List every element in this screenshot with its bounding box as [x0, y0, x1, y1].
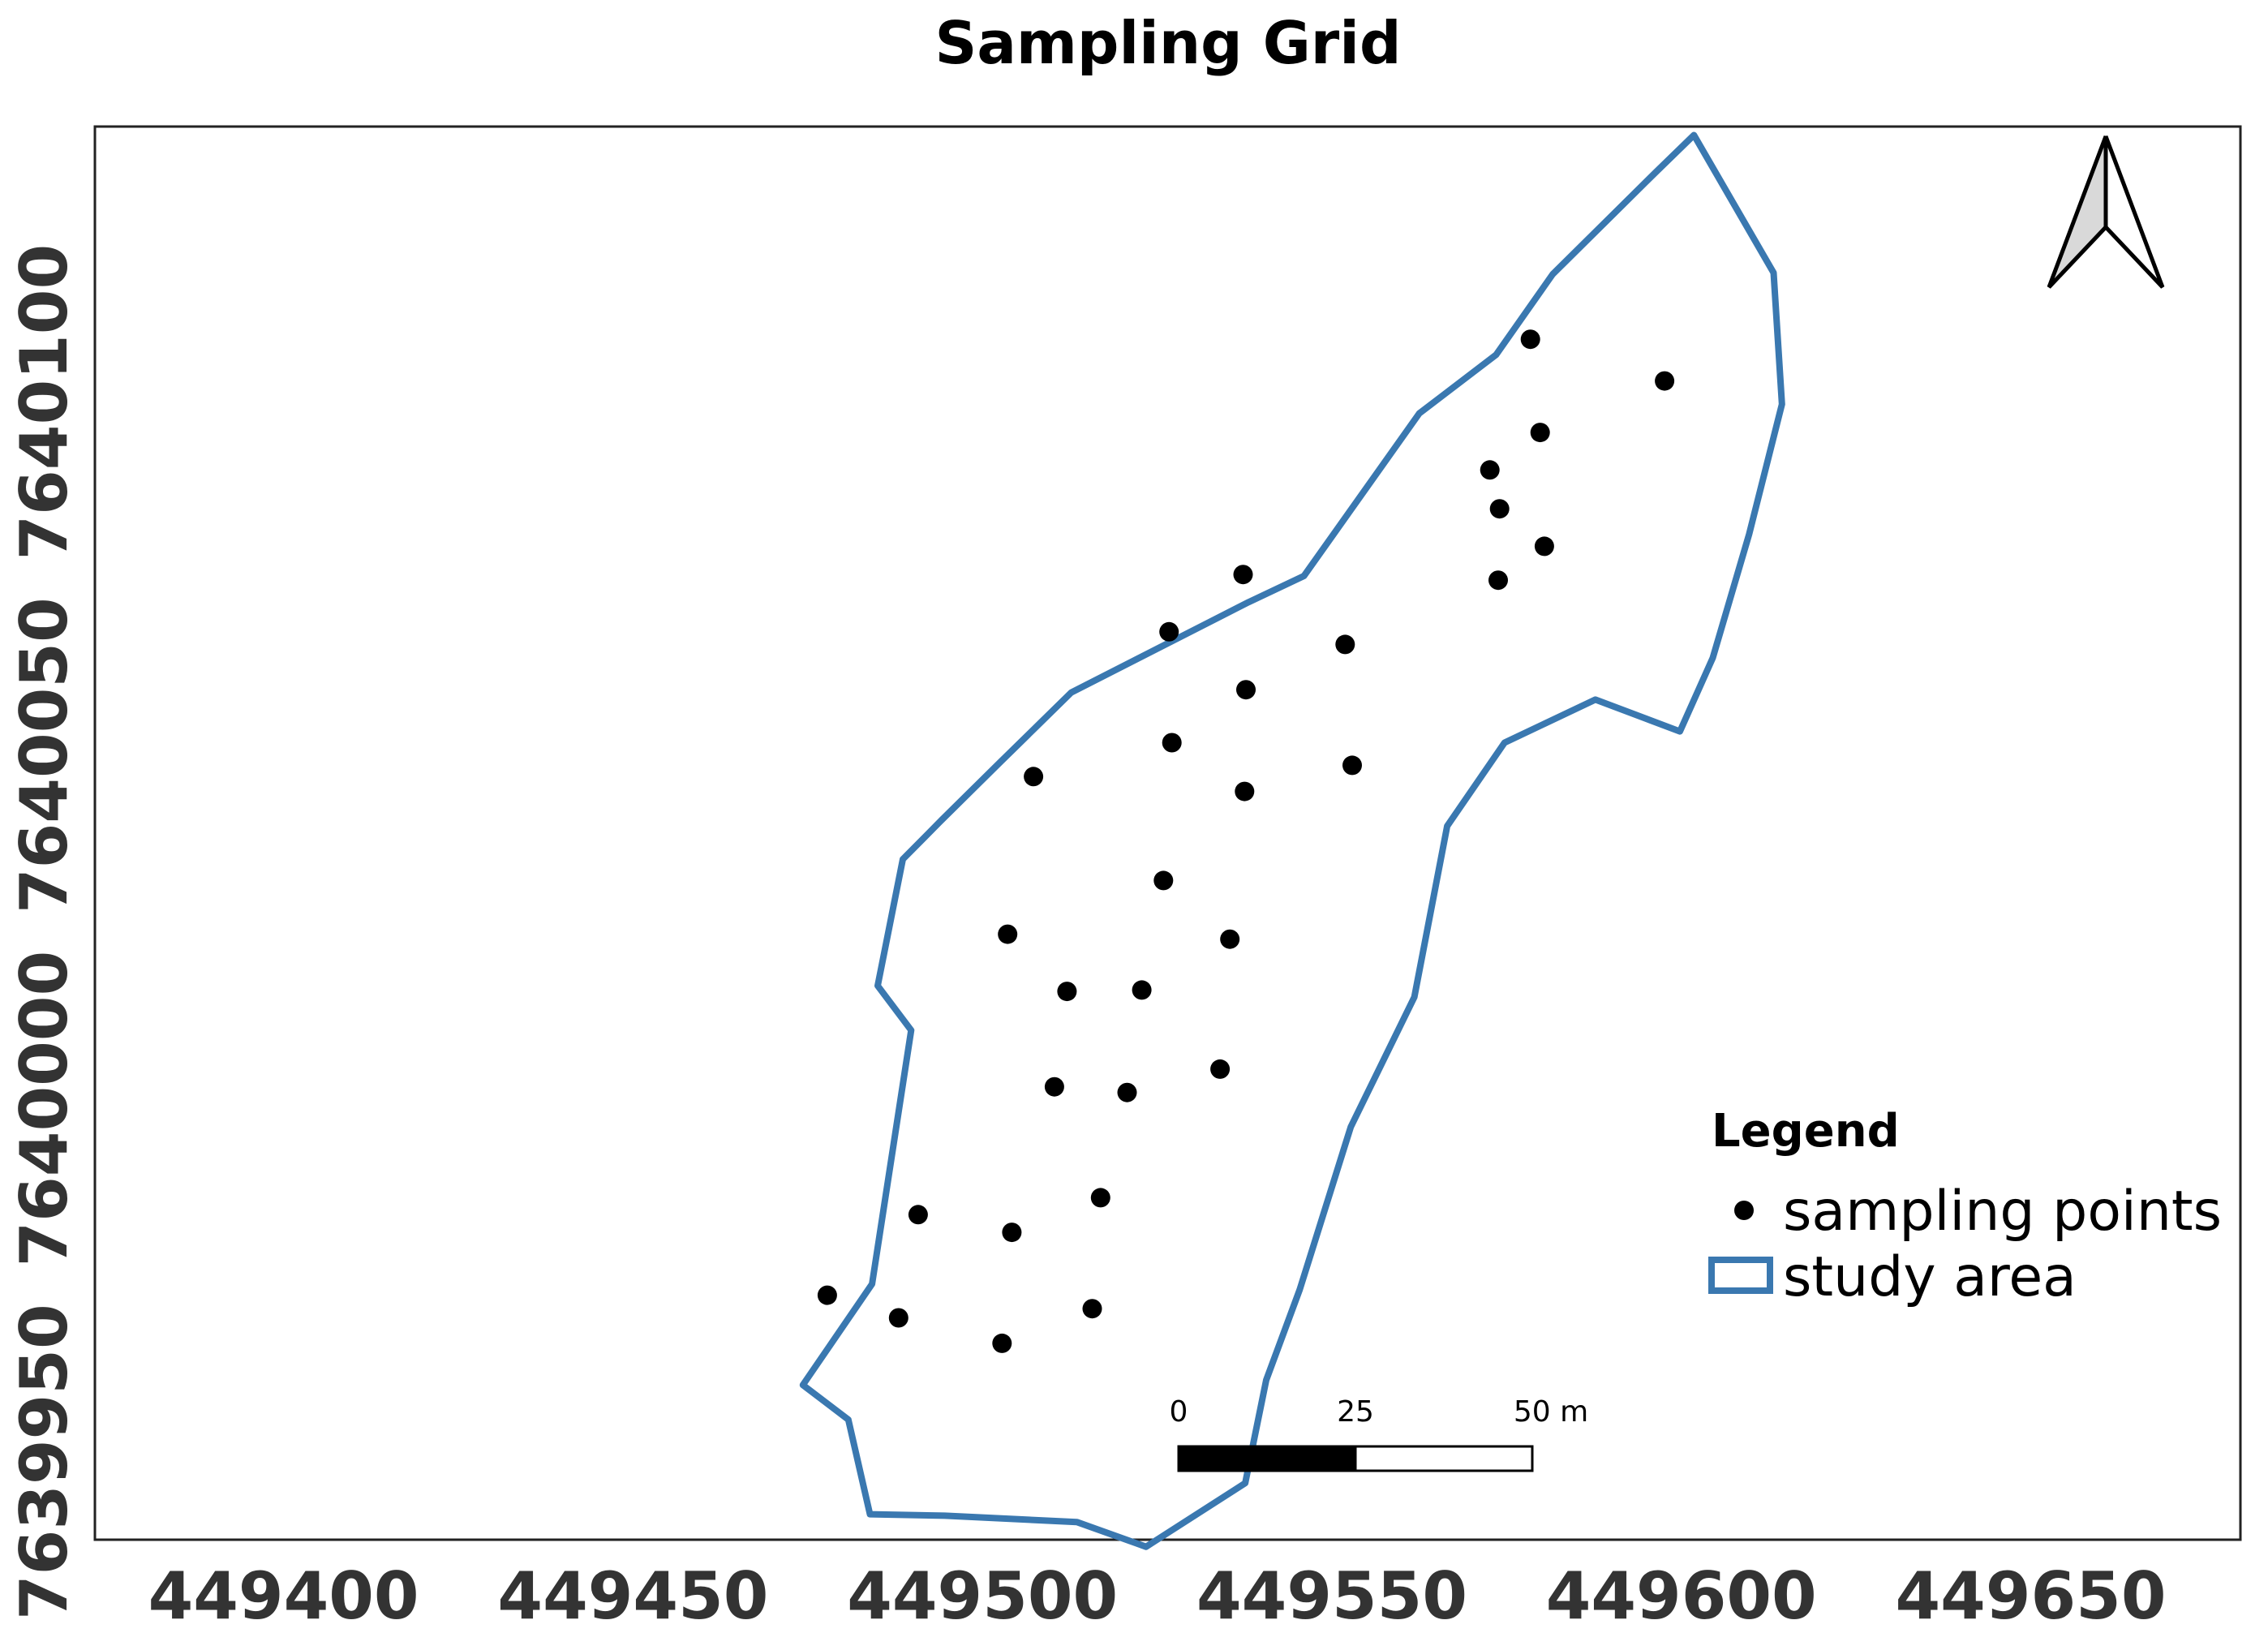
- x-tick-label: 449600: [1546, 1558, 1817, 1633]
- scale-bar-segment-white: [1354, 1445, 1534, 1472]
- sampling-point: [1082, 1299, 1102, 1319]
- sampling-point: [1159, 621, 1179, 642]
- sampling-point: [992, 1333, 1012, 1353]
- scale-bar-label-25: 25: [1337, 1395, 1374, 1429]
- sampling-point: [1090, 1188, 1110, 1208]
- legend: Legend sampling points study area: [1708, 1105, 2222, 1309]
- sampling-point: [1489, 499, 1510, 519]
- sampling-point: [1655, 371, 1675, 391]
- sampling-point: [1210, 1059, 1231, 1079]
- sampling-point: [1520, 329, 1540, 350]
- sampling-points-layer: [817, 329, 1675, 1353]
- y-axis-ticks: 7639950 7640000 7640050 7640100: [6, 244, 82, 1620]
- legend-point-symbol: [1734, 1201, 1754, 1220]
- sampling-point: [1044, 1076, 1064, 1097]
- y-tick-label: 7640100: [6, 244, 82, 561]
- scale-bar-label-50: 50 m: [1514, 1395, 1588, 1429]
- sampling-point: [1153, 870, 1174, 891]
- sampling-point: [1480, 460, 1500, 480]
- sampling-point: [817, 1285, 837, 1305]
- scale-bar-label-0: 0: [1170, 1395, 1188, 1429]
- sampling-point: [1530, 423, 1550, 443]
- sampling-point: [1488, 570, 1508, 591]
- x-tick-label: 449450: [497, 1558, 768, 1633]
- sampling-point: [1002, 1223, 1022, 1243]
- sampling-point: [1335, 634, 1355, 655]
- map-title: Sampling Grid: [934, 9, 1401, 77]
- sampling-point: [1534, 536, 1554, 557]
- sampling-point: [1117, 1082, 1137, 1102]
- legend-polygon-symbol: [1708, 1257, 1773, 1294]
- sampling-point: [1235, 781, 1255, 801]
- scale-bar: 0 25 50 m: [1170, 1395, 1588, 1472]
- x-tick-label: 449550: [1196, 1558, 1467, 1633]
- sampling-point: [1132, 980, 1152, 1000]
- sampling-point: [1220, 929, 1240, 949]
- study-area-layer: [799, 131, 1785, 1550]
- sampling-point: [888, 1308, 908, 1328]
- map-frame: [93, 125, 2242, 1541]
- sampling-point: [998, 924, 1018, 944]
- sampling-point: [908, 1205, 928, 1225]
- north-arrow-icon: [2047, 135, 2165, 289]
- y-tick-label: 7639950: [6, 1304, 82, 1620]
- x-tick-label: 449500: [847, 1558, 1118, 1633]
- y-tick-label: 7640050: [6, 597, 82, 913]
- legend-label-sampling-points: sampling points: [1783, 1180, 2222, 1244]
- x-tick-label: 449400: [148, 1558, 419, 1633]
- study-area-boundary: [799, 131, 1785, 1550]
- sampling-point: [1236, 680, 1256, 700]
- sampling-point: [1162, 733, 1182, 753]
- sampling-point: [1233, 565, 1253, 585]
- x-tick-label: 449650: [1896, 1558, 2167, 1633]
- scale-bar-segment-black: [1177, 1445, 1357, 1472]
- sampling-point: [1342, 755, 1362, 776]
- sampling-point: [1024, 767, 1044, 787]
- y-tick-label: 7640000: [6, 951, 82, 1267]
- legend-title: Legend: [1712, 1105, 1900, 1158]
- x-axis-ticks: 449400 449450 449500 449550 449600 44965…: [148, 1558, 2167, 1633]
- legend-label-study-area: study area: [1783, 1245, 2077, 1309]
- sampling-point: [1057, 982, 1077, 1002]
